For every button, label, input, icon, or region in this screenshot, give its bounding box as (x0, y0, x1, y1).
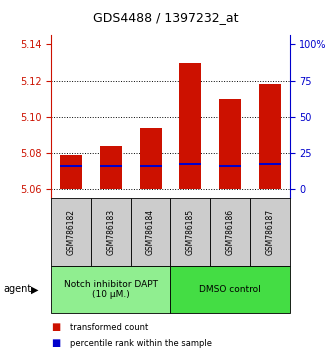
Text: ■: ■ (51, 322, 61, 332)
Bar (219, 99, 241, 189)
Text: agent: agent (3, 284, 31, 295)
Text: GSM786187: GSM786187 (265, 209, 274, 255)
Text: DMSO control: DMSO control (199, 285, 261, 294)
Bar (250, 198, 290, 266)
Text: ▶: ▶ (31, 284, 38, 295)
Bar (60, 165, 82, 167)
Text: GSM786184: GSM786184 (146, 209, 155, 255)
Text: GDS4488 / 1397232_at: GDS4488 / 1397232_at (93, 11, 238, 24)
Text: GSM786183: GSM786183 (106, 209, 116, 255)
Text: transformed count: transformed count (70, 323, 148, 332)
Bar (179, 163, 201, 165)
Bar (51, 198, 91, 266)
Bar (219, 165, 241, 167)
Text: ■: ■ (51, 338, 61, 348)
Bar (100, 165, 122, 167)
Text: GSM786186: GSM786186 (225, 209, 235, 255)
Bar (259, 84, 281, 189)
Bar (259, 163, 281, 165)
Text: Notch inhibitor DAPT
(10 μM.): Notch inhibitor DAPT (10 μM.) (64, 280, 158, 299)
Bar (179, 63, 201, 189)
Bar (170, 266, 290, 313)
Bar (131, 198, 170, 266)
Bar (60, 155, 82, 189)
Bar (100, 146, 122, 189)
Bar (140, 165, 162, 167)
Text: percentile rank within the sample: percentile rank within the sample (70, 339, 212, 348)
Bar (51, 266, 170, 313)
Bar (91, 198, 131, 266)
Bar (140, 128, 162, 189)
Text: GSM786185: GSM786185 (186, 209, 195, 255)
Text: GSM786182: GSM786182 (67, 209, 76, 255)
Bar (170, 198, 210, 266)
Bar (210, 198, 250, 266)
